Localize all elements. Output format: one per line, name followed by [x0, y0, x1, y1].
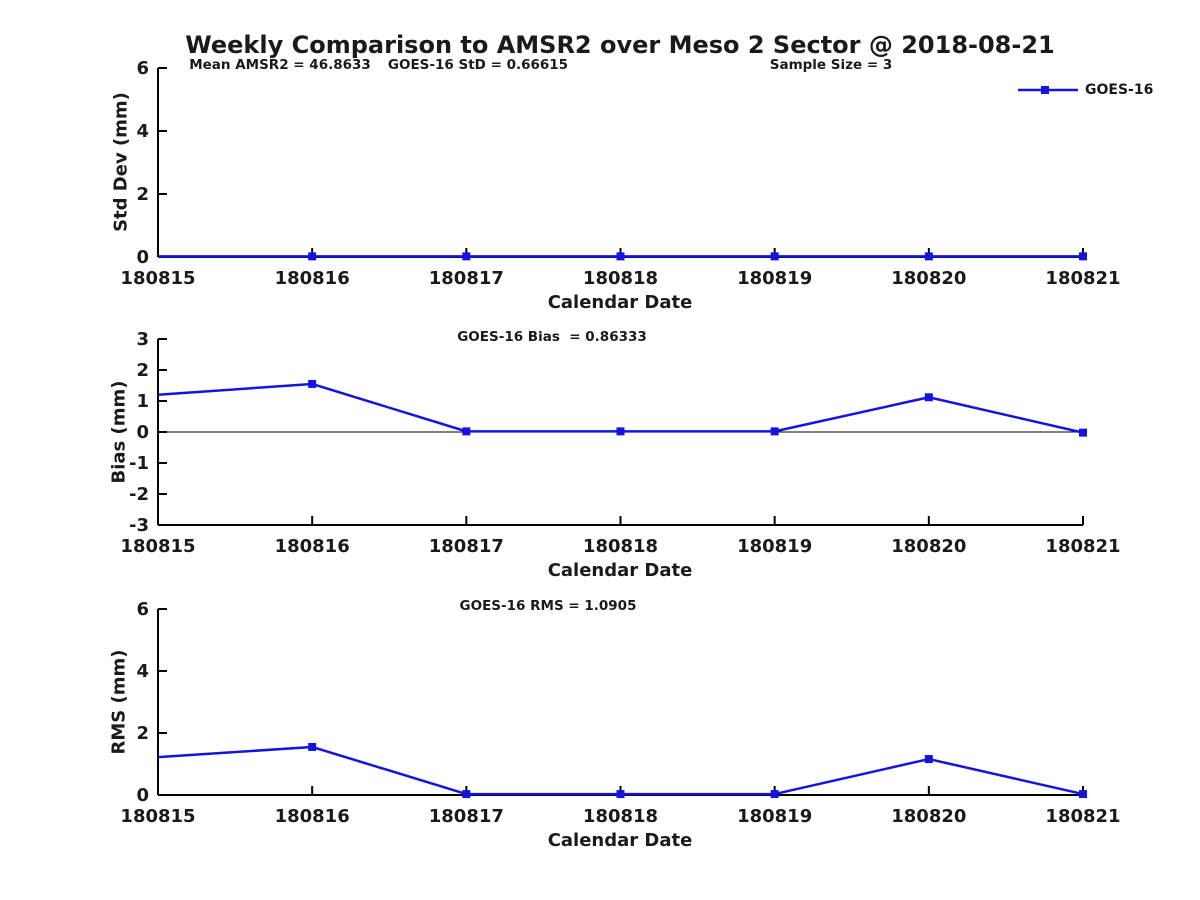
xlabel-middle-plot: Calendar Date [547, 560, 693, 581]
data-marker [462, 252, 471, 261]
x-tick-label: 180815 [120, 268, 195, 289]
x-tick-label: 180818 [583, 536, 658, 557]
x-tick-label: 180818 [583, 268, 658, 289]
goes16-rms-annotation: GOES-16 RMS = 1.0905 [459, 598, 637, 614]
data-marker [1079, 790, 1087, 799]
data-marker [616, 252, 625, 261]
x-tick-label: 180820 [891, 268, 966, 289]
y-tick-label: 4 [136, 121, 149, 142]
x-tick-label: 180819 [737, 806, 812, 827]
data-marker [616, 427, 625, 436]
x-tick-label: 180820 [891, 536, 966, 557]
legend: GOES-16 [1018, 82, 1153, 98]
x-tick-label: 180815 [120, 806, 195, 827]
ylabel-bias: Bias (mm) [108, 380, 130, 484]
x-tick-label: 180819 [737, 536, 812, 557]
data-marker [462, 427, 471, 436]
x-tick-label: 180817 [429, 268, 504, 289]
y-tick-label: 2 [136, 360, 149, 381]
x-tick-label: 180815 [120, 536, 195, 557]
data-marker [770, 790, 779, 799]
y-tick-label: 0 [136, 247, 149, 268]
data-marker [616, 790, 625, 799]
data-marker [924, 252, 933, 261]
y-tick-label: 0 [136, 422, 149, 443]
y-tick-label: 2 [136, 723, 149, 744]
data-marker [308, 742, 317, 751]
y-tick-label: -1 [129, 453, 149, 474]
x-tick-label: 180818 [583, 806, 658, 827]
legend-line-marker-icon [1018, 86, 1078, 94]
y-tick-label: 2 [136, 184, 149, 205]
x-tick-label: 180819 [737, 268, 812, 289]
mean-amsr2-annotation: Mean AMSR2 = 46.8633 [189, 57, 371, 73]
data-marker [770, 427, 779, 436]
data-marker [1079, 252, 1087, 261]
x-tick-label: 180817 [429, 806, 504, 827]
goes16-std-annotation: GOES-16 StD = 0.66615 [387, 57, 569, 73]
y-tick-label: 0 [136, 785, 149, 806]
data-marker [308, 252, 317, 261]
x-tick-label: 180816 [275, 268, 350, 289]
x-tick-label: 180816 [275, 536, 350, 557]
chart-title: Weekly Comparison to AMSR2 over Meso 2 S… [185, 31, 1055, 59]
x-tick-label: 180821 [1045, 268, 1120, 289]
y-tick-label: -3 [129, 515, 149, 536]
data-marker [924, 755, 933, 764]
y-tick-label: 6 [136, 58, 149, 79]
xlabel-bottom-plot: Calendar Date [547, 830, 693, 851]
data-marker [770, 252, 779, 261]
x-tick-label: 180816 [275, 806, 350, 827]
ylabel-std-dev: Std Dev (mm) [110, 92, 132, 232]
y-tick-label: 3 [136, 329, 149, 350]
y-tick-label: 4 [136, 661, 149, 682]
y-tick-label: 1 [136, 391, 149, 412]
legend-label: GOES-16 [1085, 82, 1154, 98]
y-tick-label: 6 [136, 599, 149, 620]
data-marker [1079, 428, 1087, 437]
goes16-bias-annotation: GOES-16 Bias = 0.86333 [457, 329, 647, 345]
data-line [157, 382, 1084, 434]
data-marker [924, 393, 933, 402]
ylabel-rms: RMS (mm) [108, 649, 130, 755]
y-tick-label: -2 [129, 484, 149, 505]
x-tick-label: 180821 [1045, 806, 1120, 827]
data-marker [308, 379, 317, 388]
xlabel-top-plot: Calendar Date [547, 292, 693, 313]
data-marker [462, 790, 471, 799]
x-tick-label: 180820 [891, 806, 966, 827]
x-tick-label: 180821 [1045, 536, 1120, 557]
sample-size-annotation: Sample Size = 3 [769, 57, 893, 73]
x-tick-label: 180817 [429, 536, 504, 557]
